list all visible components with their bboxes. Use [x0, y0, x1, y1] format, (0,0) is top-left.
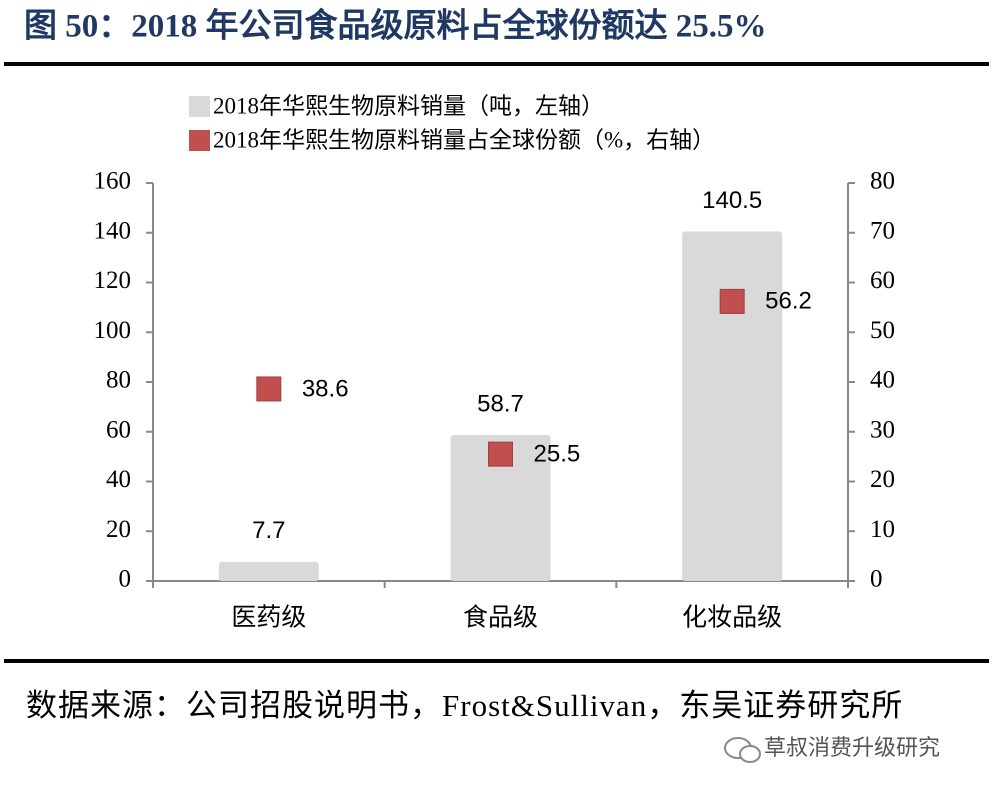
y2-tick-label: 60 [870, 267, 895, 294]
bar-value-label: 7.7 [252, 517, 285, 544]
watermark: 草叔消费升级研究 [764, 736, 940, 761]
y-tick-label: 0 [119, 566, 132, 593]
y2-tick-label: 40 [870, 367, 895, 394]
y-tick-label: 100 [94, 317, 132, 344]
y-tick-label: 120 [94, 267, 132, 294]
y-tick-label: 60 [106, 416, 131, 443]
marker-value-label: 38.6 [302, 375, 349, 402]
bottom-rule [4, 659, 989, 663]
legend-swatch [189, 96, 210, 117]
legend-swatch [189, 130, 210, 151]
marker [488, 441, 513, 467]
bar-value-label: 58.7 [477, 390, 524, 417]
y2-tick-label: 50 [870, 317, 895, 344]
x-tick-label: 医药级 [231, 604, 306, 632]
y2-tick-label: 70 [870, 217, 895, 244]
marker-value-label: 56.2 [765, 288, 812, 315]
marker [719, 288, 745, 314]
bar [218, 561, 319, 581]
x-tick-label: 化妆品级 [682, 604, 782, 632]
y2-tick-label: 30 [870, 416, 895, 443]
y-tick-label: 160 [94, 168, 132, 195]
marker [256, 376, 282, 402]
y2-tick-label: 20 [870, 466, 895, 493]
legend-label: 2018年华熙生物原料销量占全球份额（%，右轴） [213, 127, 715, 152]
y2-tick-label: 10 [870, 516, 895, 543]
y2-tick-label: 0 [870, 566, 883, 593]
legend-label: 2018年华熙生物原料销量（吨，左轴） [213, 93, 604, 118]
bar [450, 434, 551, 581]
bar-value-label: 140.5 [702, 187, 762, 214]
title-rule [4, 62, 989, 66]
y-tick-label: 140 [94, 217, 132, 244]
marker-value-label: 25.5 [534, 440, 581, 467]
chart-title: 图 50：2018 年公司食品级原料占全球份额达 25.5% [24, 7, 767, 45]
y-tick-label: 20 [106, 516, 131, 543]
y-tick-label: 80 [106, 367, 131, 394]
bar [682, 231, 783, 581]
y2-tick-label: 80 [870, 168, 895, 195]
watermark-icon [724, 737, 761, 763]
x-tick-label: 食品级 [463, 604, 538, 632]
y-tick-label: 40 [106, 466, 131, 493]
source-note: 数据来源：公司招股说明书，Frost&Sullivan，东吴证券研究所 [26, 688, 904, 723]
